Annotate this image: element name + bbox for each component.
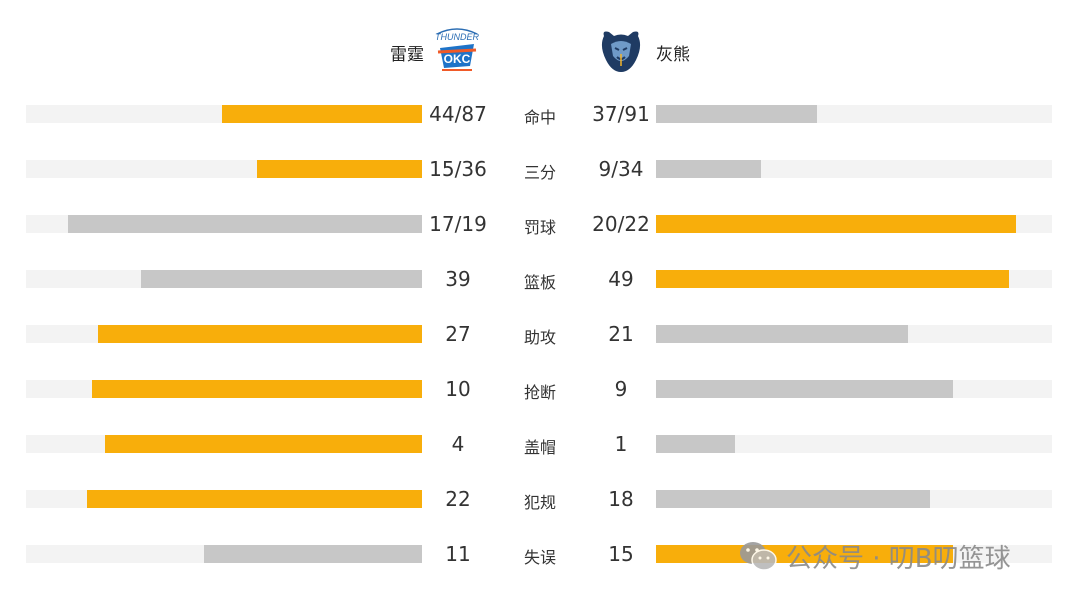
category-label: 盖帽 — [523, 438, 556, 457]
bar-left — [67, 215, 422, 233]
svg-text:THUNDER: THUNDER — [435, 32, 479, 42]
value-label-left: 15/36 — [429, 157, 487, 181]
watermark: 公众号 · 叨B叨篮球 — [738, 538, 1011, 574]
bar-right — [656, 270, 1009, 288]
team-name-right: 灰熊 — [656, 45, 690, 65]
stat-row: 44/87 命中 37/91 — [0, 94, 1080, 134]
bar-track-right — [656, 435, 1052, 453]
value-label-right: 9 — [614, 377, 628, 401]
category-label: 助攻 — [523, 328, 556, 347]
category-label: 三分 — [523, 163, 556, 182]
value-label-right: 9/34 — [598, 157, 644, 181]
value-label-left: 4 — [451, 432, 465, 456]
value-label-right: 21 — [608, 322, 634, 346]
bar-right — [656, 215, 1016, 233]
team-name-left: 雷霆 — [390, 45, 424, 65]
bar-right — [656, 545, 953, 563]
value-label-right: 1 — [614, 432, 628, 456]
stat-row: 4 盖帽 1 — [0, 424, 1080, 464]
stat-row: 39 篮板 49 — [0, 259, 1080, 299]
svg-text:OKC: OKC — [444, 52, 471, 66]
category-label: 篮板 — [523, 273, 556, 292]
grizzlies-logo — [601, 31, 641, 72]
watermark-text: 公众号 · 叨B叨篮球 — [786, 543, 1011, 574]
value-label-right: 15 — [608, 542, 634, 566]
value-label-right: 18 — [608, 487, 634, 511]
bar-right — [656, 490, 931, 508]
value-label-left: 27 — [445, 322, 471, 346]
category-label: 命中 — [523, 108, 556, 127]
bar-right — [656, 160, 761, 178]
value-label-left: 11 — [445, 542, 471, 566]
stat-row: 27 助攻 21 — [0, 314, 1080, 354]
bar-left — [92, 380, 422, 398]
header: 雷霆 THUNDER OKC 灰熊 — [0, 0, 1080, 100]
category-label: 失误 — [523, 548, 556, 567]
bar-right — [656, 325, 908, 343]
thunder-logo: THUNDER OKC — [435, 28, 479, 71]
bar-left — [141, 270, 422, 288]
bar-left — [86, 490, 422, 508]
value-label-left: 10 — [445, 377, 471, 401]
bar-left — [221, 105, 422, 123]
bar-right — [656, 380, 953, 398]
value-label-right: 49 — [608, 267, 634, 291]
stat-row: 22 犯规 18 — [0, 479, 1080, 519]
stat-row: 10 抢断 9 — [0, 369, 1080, 409]
bar-right — [656, 105, 818, 123]
wechat-icon — [740, 542, 777, 571]
stat-row: 15/36 三分 9/34 — [0, 149, 1080, 189]
bar-left — [204, 545, 422, 563]
bar-left — [256, 160, 422, 178]
bar-left — [98, 325, 422, 343]
bar-left — [105, 435, 422, 453]
value-label-left: 22 — [445, 487, 471, 511]
value-label-left: 44/87 — [429, 102, 487, 126]
category-label: 罚球 — [523, 218, 556, 237]
value-label-left: 17/19 — [429, 212, 487, 236]
category-label: 抢断 — [523, 383, 556, 402]
bar-right — [656, 435, 736, 453]
category-label: 犯规 — [523, 493, 556, 512]
value-label-left: 39 — [445, 267, 471, 291]
value-label-right: 20/22 — [592, 212, 650, 236]
stat-row: 17/19 罚球 20/22 — [0, 204, 1080, 244]
value-label-right: 37/91 — [592, 102, 650, 126]
